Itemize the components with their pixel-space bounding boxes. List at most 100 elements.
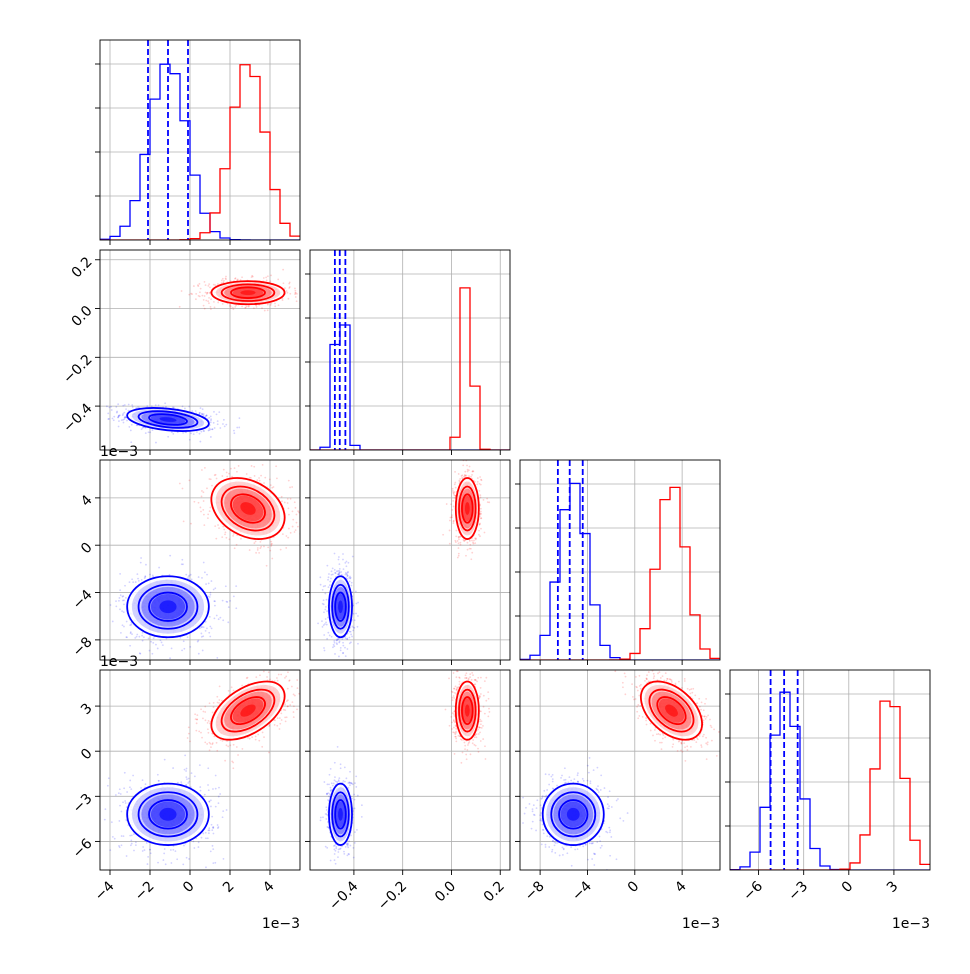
sample-point: [123, 422, 125, 424]
sample-point: [340, 647, 342, 649]
sample-point: [288, 507, 290, 509]
sample-point: [208, 417, 210, 419]
sample-point: [234, 547, 236, 549]
sample-point: [257, 549, 259, 551]
sample-point: [488, 501, 490, 503]
sample-point: [185, 770, 187, 772]
sample-point: [71, 406, 73, 408]
sample-point: [262, 464, 264, 466]
sample-point: [160, 639, 162, 641]
sample-point: [120, 793, 122, 795]
sample-point: [112, 621, 114, 623]
sample-point: [294, 288, 296, 290]
panel-0-0: [95, 40, 300, 245]
sample-point: [320, 584, 322, 586]
sample-point: [204, 295, 206, 297]
sample-point: [201, 413, 203, 415]
sample-point: [208, 283, 210, 285]
sample-point: [329, 581, 331, 583]
sample-point: [215, 788, 217, 790]
sample-point: [210, 298, 212, 300]
sample-point: [140, 562, 142, 564]
sample-point: [209, 510, 211, 512]
sample-point: [479, 494, 481, 496]
sample-point: [214, 525, 216, 527]
sample-point: [216, 478, 218, 480]
sample-point: [199, 291, 201, 293]
sample-point: [129, 780, 131, 782]
sample-point: [457, 557, 459, 559]
sample-point: [345, 637, 347, 639]
sample-point: [352, 629, 354, 631]
sample-point: [327, 632, 329, 634]
sample-point: [215, 474, 217, 476]
sample-point: [349, 642, 351, 644]
sample-point: [457, 540, 459, 542]
sample-point: [208, 429, 210, 431]
sample-point: [294, 290, 296, 292]
sample-point: [479, 476, 481, 478]
sample-point: [194, 775, 196, 777]
sample-point: [135, 844, 137, 846]
sample-point: [322, 626, 324, 628]
sample-point: [230, 468, 232, 470]
sample-point: [338, 563, 340, 565]
sample-point: [226, 809, 228, 811]
sample-point: [323, 634, 325, 636]
sample-point: [255, 552, 257, 554]
sample-point: [126, 636, 128, 638]
sample-point: [191, 578, 193, 580]
sample-point: [218, 618, 220, 620]
sample-point: [119, 589, 121, 591]
sample-point: [295, 296, 297, 298]
sample-point: [466, 465, 468, 467]
sample-point: [259, 480, 261, 482]
sample-point: [210, 308, 212, 310]
sample-point: [206, 292, 208, 294]
sample-point: [188, 479, 190, 481]
sample-point: [181, 290, 183, 292]
sample-point: [235, 277, 237, 279]
sample-point: [130, 788, 132, 790]
sample-point: [204, 281, 206, 283]
sample-point: [226, 476, 228, 478]
sample-point: [329, 584, 331, 586]
sample-point: [109, 406, 111, 408]
sample-point: [221, 280, 223, 282]
sample-point: [229, 538, 231, 540]
sample-point: [130, 441, 132, 443]
sample-point: [122, 595, 124, 597]
sample-point: [460, 544, 462, 546]
sample-point: [131, 834, 133, 836]
sample-point: [217, 423, 219, 425]
sample-point: [126, 420, 128, 422]
sample-point: [152, 642, 154, 644]
sample-point: [218, 796, 220, 798]
sample-point: [110, 406, 112, 408]
sample-point: [238, 465, 240, 467]
sample-point: [158, 780, 160, 782]
sample-point: [348, 562, 350, 564]
sample-point: [190, 293, 192, 295]
sample-point: [197, 285, 199, 287]
sample-point: [209, 616, 211, 618]
sample-point: [104, 808, 106, 810]
sample-point: [346, 561, 348, 563]
sample-point: [130, 631, 132, 633]
sample-point: [119, 597, 121, 599]
sample-point: [264, 477, 266, 479]
sample-point: [124, 404, 126, 406]
sample-point: [282, 533, 284, 535]
sample-point: [121, 610, 123, 612]
sample-point: [218, 787, 220, 789]
sample-point: [211, 485, 213, 487]
sample-point: [266, 565, 268, 567]
sample-point: [219, 793, 221, 795]
sample-point: [458, 538, 460, 540]
sample-point: [118, 420, 120, 422]
sample-point: [233, 432, 235, 434]
panel-content-2-0: [96, 459, 326, 659]
panel-1-0: −0.4−0.20.00.2: [60, 250, 317, 455]
sample-point: [342, 553, 344, 555]
